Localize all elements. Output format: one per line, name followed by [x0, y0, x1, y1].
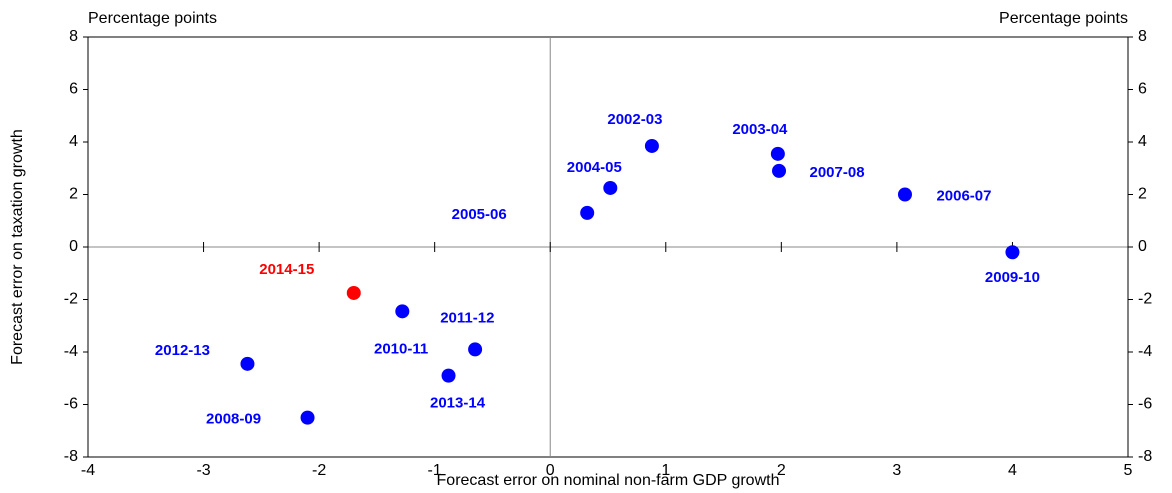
point-label: 2012-13	[155, 342, 210, 359]
point-label: 2010-11	[374, 340, 428, 357]
y-tick-label: 4	[69, 133, 78, 150]
x-tick-label: -3	[196, 462, 210, 479]
point	[580, 205, 595, 220]
point	[395, 304, 410, 319]
y-axis-label: Forecast error on taxation growth	[9, 129, 26, 365]
y2-tick-label: 4	[1138, 133, 1147, 150]
y2-tick-label: -2	[1138, 291, 1152, 308]
point-label: 2013-14	[430, 395, 486, 412]
point	[346, 285, 361, 300]
y-tick-label: 0	[69, 238, 78, 255]
y-tick-label: -8	[64, 448, 78, 465]
point	[300, 410, 315, 425]
point	[1005, 245, 1020, 260]
x-tick-label: -2	[312, 462, 326, 479]
point-label: 2003-04	[732, 121, 788, 138]
point	[644, 138, 659, 153]
y-tick-label: -6	[64, 396, 78, 413]
point	[772, 163, 787, 178]
y-tick-label: 8	[69, 28, 78, 45]
point-label: 2002-03	[607, 111, 662, 128]
x-tick-label: 2	[777, 462, 786, 479]
point	[603, 180, 618, 195]
x-tick-label: 0	[546, 462, 555, 479]
point-label: 2008-09	[206, 411, 261, 428]
x-tick-label: 3	[892, 462, 901, 479]
point-label: 2011-12	[440, 309, 494, 326]
point-label: 2005-06	[452, 206, 507, 223]
y2-tick-label: -6	[1138, 396, 1152, 413]
y2-tick-label: 6	[1138, 81, 1147, 98]
x-tick-label: -1	[428, 462, 442, 479]
x-tick-label: 4	[1008, 462, 1017, 479]
point	[897, 187, 912, 202]
point	[468, 342, 483, 357]
point-label: 2009-10	[985, 269, 1040, 286]
y-unit: Percentage points	[88, 10, 217, 27]
y-tick-label: -4	[64, 343, 78, 360]
point-label: 2014-15	[259, 261, 314, 278]
x-tick-label: 5	[1124, 462, 1133, 479]
y2-tick-label: 8	[1138, 28, 1147, 45]
x-tick-label: -4	[81, 462, 95, 479]
point-label: 2006-07	[936, 187, 991, 204]
y-tick-label: 2	[69, 186, 78, 203]
y2-unit: Percentage points	[999, 10, 1128, 27]
point	[441, 368, 456, 383]
y2-tick-label: -4	[1138, 343, 1152, 360]
y2-tick-label: -8	[1138, 448, 1152, 465]
point	[240, 356, 255, 371]
y2-tick-label: 2	[1138, 186, 1147, 203]
point-label: 2007-08	[809, 164, 864, 181]
y-tick-label: 6	[69, 81, 78, 98]
y-tick-label: -2	[64, 291, 78, 308]
x-axis-label: Forecast error on nominal non-farm GDP g…	[437, 472, 780, 489]
point	[770, 146, 785, 161]
x-tick-label: 1	[661, 462, 670, 479]
point-label: 2004-05	[567, 159, 622, 176]
y2-tick-label: 0	[1138, 238, 1147, 255]
